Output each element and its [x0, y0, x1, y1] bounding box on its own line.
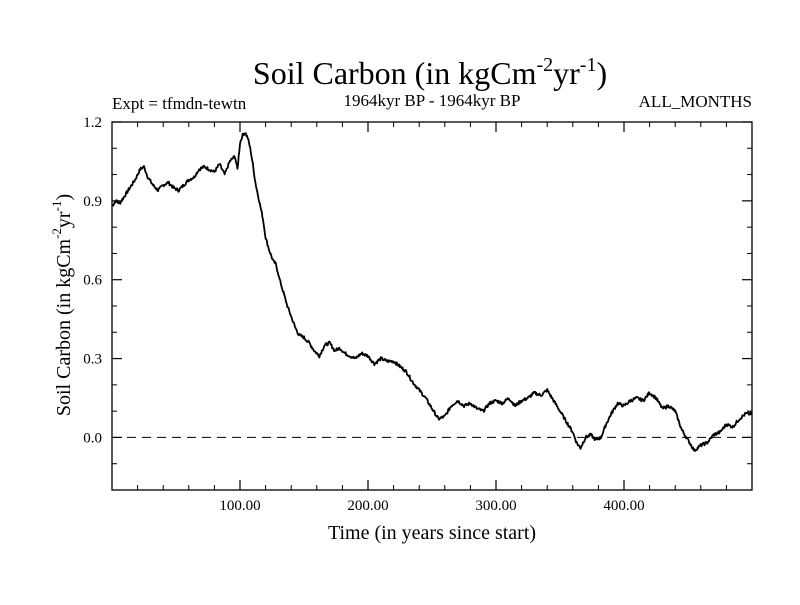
- chart-title: Soil Carbon (in kgCm-2yr-1): [253, 54, 607, 91]
- plot-frame: [111, 121, 753, 491]
- ylabel-part: Soil Carbon (in kgCm: [53, 238, 75, 416]
- x-tick-label: 400.00: [603, 498, 644, 514]
- title-sup: -2: [536, 54, 553, 76]
- plot-area: 100.00 200.00 300.00 400.00 0.0 0.3 0.6 0.9 1.2: [83, 115, 753, 514]
- x-axis-label: Time (in years since start): [328, 522, 536, 544]
- subtitle-right: ALL_MONTHS: [639, 92, 752, 111]
- series-line: [111, 132, 753, 453]
- ylabel-sup: -2: [49, 228, 64, 239]
- title-part: Soil Carbon (in kgCm: [253, 55, 537, 91]
- y-tick-label: 0.9: [83, 194, 102, 210]
- title-part: ): [596, 55, 607, 91]
- x-tick-label: 100.00: [219, 498, 260, 514]
- x-tick-label: 200.00: [347, 498, 388, 514]
- y-tick-label: 1.2: [83, 115, 102, 131]
- ylabel-part: ): [53, 194, 75, 201]
- title-part: yr: [553, 55, 580, 91]
- subtitle-left: Expt = tfmdn-tewtn: [112, 94, 247, 113]
- ylabel-sup: -1: [49, 201, 64, 212]
- subtitle-center: 1964kyr BP - 1964kyr BP: [344, 91, 521, 110]
- x-tick-label: 300.00: [475, 498, 516, 514]
- title-sup: -1: [580, 54, 597, 76]
- y-axis-label: Soil Carbon (in kgCm-2yr-1): [49, 194, 75, 416]
- ylabel-part: yr: [53, 211, 75, 228]
- y-tick-label: 0.0: [83, 430, 102, 446]
- y-tick-label: 0.3: [83, 352, 102, 368]
- y-tick-label: 0.6: [83, 273, 102, 289]
